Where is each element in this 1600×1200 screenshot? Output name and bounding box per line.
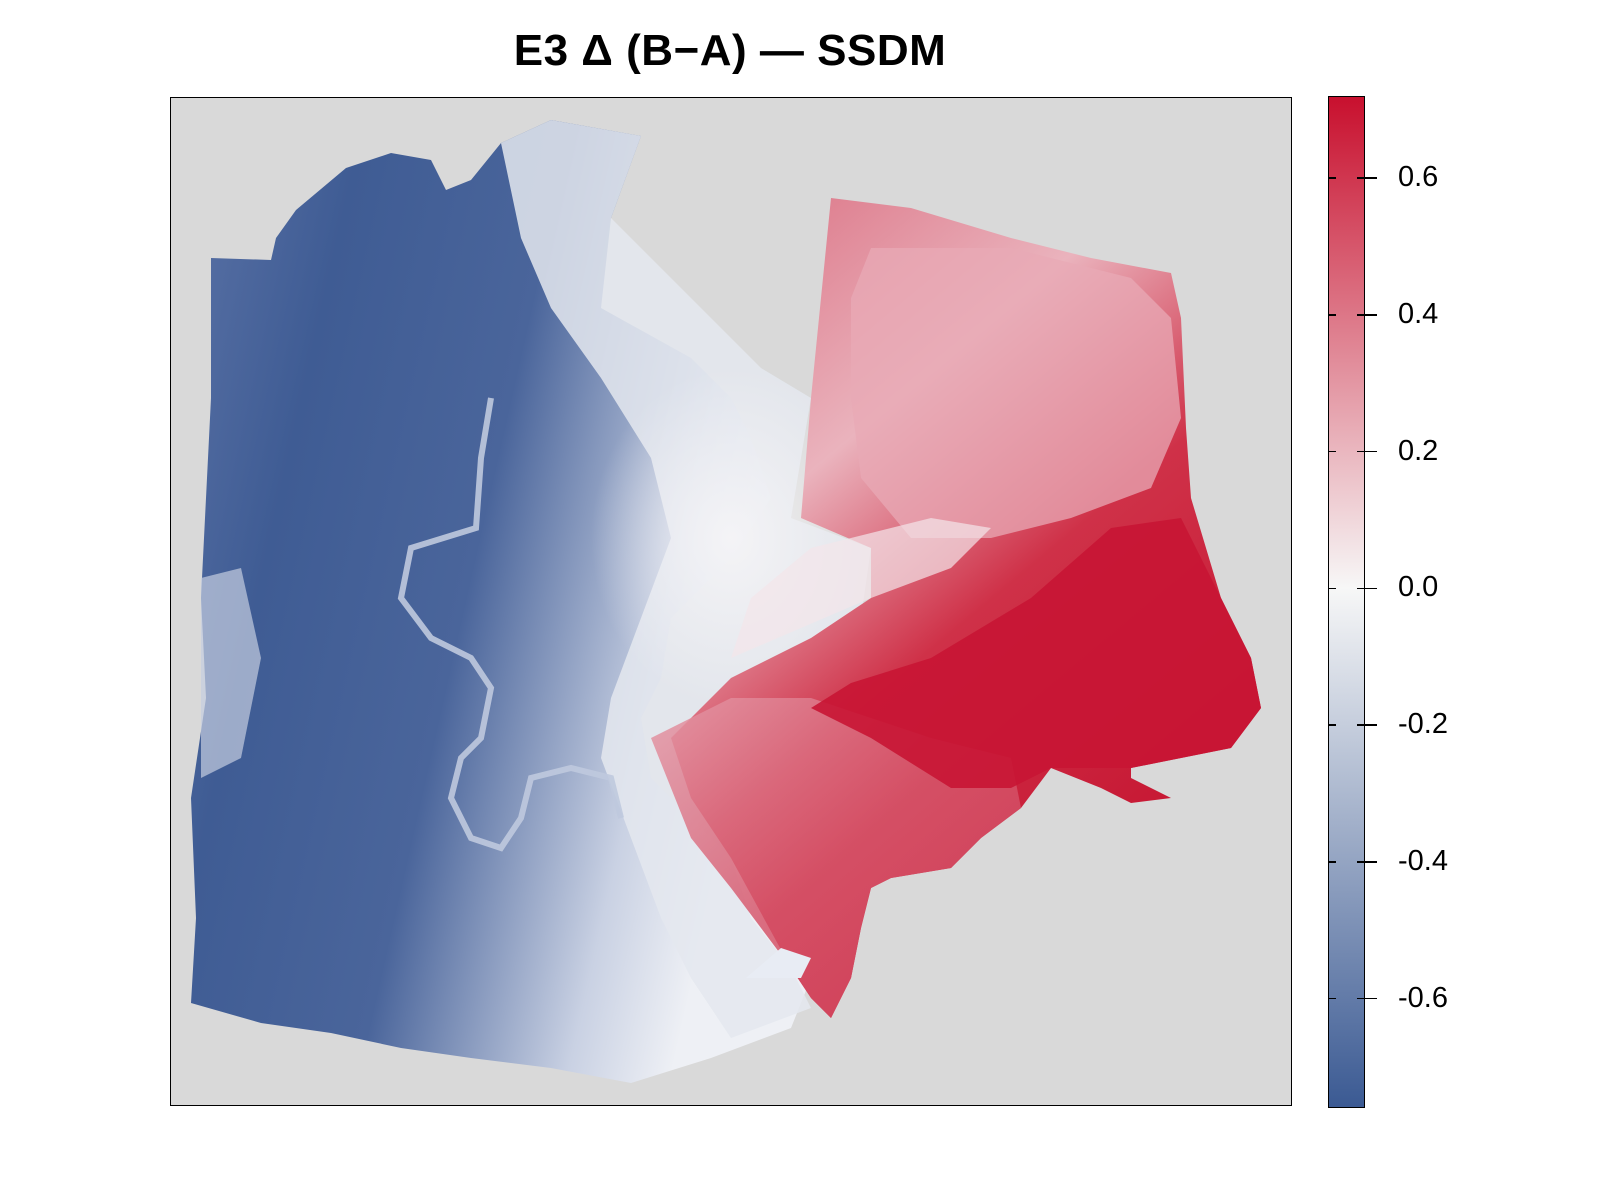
river-notch: [746, 948, 811, 978]
color-scale-bar: [1328, 96, 1365, 1108]
region-northeast: [851, 248, 1181, 538]
legend-tick-inner: [1328, 861, 1336, 863]
legend-tick-inner: [1328, 587, 1336, 590]
region-east-core: [811, 518, 1261, 788]
legend-tick-label: -0.4: [1398, 844, 1448, 877]
legend-tick-inner: [1328, 724, 1336, 726]
map-title: E3 Δ (B−A) — SSDM: [513, 26, 947, 75]
legend-tick-outer: [1357, 724, 1377, 726]
legend-tick-label: 0.6: [1398, 161, 1439, 194]
legend-tick-outer: [1357, 177, 1377, 179]
legend-tick-outer: [1357, 450, 1377, 453]
legend-tick-label: -0.6: [1398, 981, 1448, 1014]
legend-tick-outer: [1357, 861, 1377, 863]
legend-tick-outer: [1357, 587, 1377, 590]
legend-tick-outer: [1357, 997, 1377, 1000]
region-midband: [731, 518, 991, 658]
legend-tick-label: 0.4: [1398, 297, 1439, 330]
raster-map: [191, 120, 1261, 1083]
legend-tick-outer: [1357, 314, 1377, 316]
legend-tick-inner: [1328, 450, 1336, 453]
map-panel: [170, 97, 1292, 1106]
legend-tick-label: 0.2: [1398, 434, 1439, 467]
river-channel: [397, 397, 624, 852]
legend-tick-inner: [1328, 314, 1336, 316]
legend-tick-label: 0.0: [1398, 571, 1439, 604]
legend-tick-inner: [1328, 997, 1336, 1000]
legend-tick-inner: [1328, 177, 1336, 179]
legend-tick-label: -0.2: [1398, 708, 1448, 741]
region-southeast: [651, 698, 1021, 1018]
region-west-margin: [201, 568, 261, 778]
